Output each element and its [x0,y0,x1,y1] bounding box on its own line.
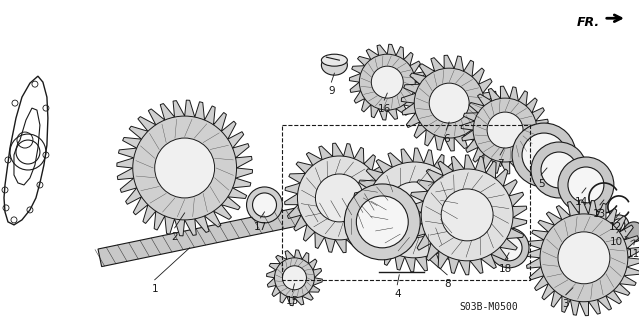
Circle shape [253,193,276,217]
Text: 13: 13 [593,209,607,219]
Circle shape [282,266,307,290]
Text: 3: 3 [563,299,569,309]
Text: 11: 11 [627,249,640,259]
Text: 5: 5 [538,179,544,189]
Circle shape [489,228,529,268]
Polygon shape [461,86,549,174]
Circle shape [246,187,282,223]
Circle shape [371,66,403,98]
Text: 10: 10 [611,237,623,247]
Circle shape [359,54,415,110]
Text: 2: 2 [172,232,178,242]
Text: 14: 14 [575,197,589,207]
Circle shape [568,167,604,203]
Circle shape [356,196,408,248]
Text: 6: 6 [443,134,449,144]
Text: 8: 8 [444,279,451,289]
Polygon shape [367,193,385,211]
Circle shape [298,156,381,240]
Circle shape [541,152,577,188]
Circle shape [429,83,469,123]
Circle shape [512,123,576,187]
Circle shape [624,222,640,242]
Circle shape [522,133,566,177]
Circle shape [414,68,484,138]
Circle shape [496,235,522,261]
Circle shape [344,184,420,260]
Circle shape [275,258,314,298]
Ellipse shape [321,54,348,66]
Circle shape [366,162,462,258]
Ellipse shape [321,55,348,75]
Polygon shape [349,44,425,120]
Polygon shape [353,148,476,272]
Polygon shape [117,100,253,236]
Polygon shape [526,200,640,316]
Circle shape [387,182,442,238]
Circle shape [531,142,587,198]
Bar [282,125,530,280]
Circle shape [613,219,625,231]
Polygon shape [408,155,527,275]
Circle shape [316,174,364,222]
Circle shape [609,215,629,235]
Circle shape [558,232,610,284]
Circle shape [558,157,614,213]
Text: FR.: FR. [577,16,600,29]
Text: 7: 7 [497,159,504,169]
Circle shape [487,112,523,148]
Polygon shape [401,55,497,151]
Circle shape [421,169,513,261]
Text: S03B-M0500: S03B-M0500 [459,302,518,312]
Circle shape [155,138,214,198]
Circle shape [132,116,237,220]
Text: 4: 4 [394,289,401,299]
Text: 1: 1 [152,284,158,294]
Polygon shape [285,143,394,253]
Text: 12: 12 [609,222,623,232]
Circle shape [540,214,628,302]
Circle shape [473,98,537,162]
Text: 17: 17 [254,222,267,232]
Text: 9: 9 [328,86,335,96]
Polygon shape [266,250,323,306]
Text: 16: 16 [378,104,391,114]
Text: 15: 15 [286,296,299,306]
Polygon shape [98,193,371,267]
Text: 18: 18 [499,264,512,274]
Circle shape [441,189,493,241]
